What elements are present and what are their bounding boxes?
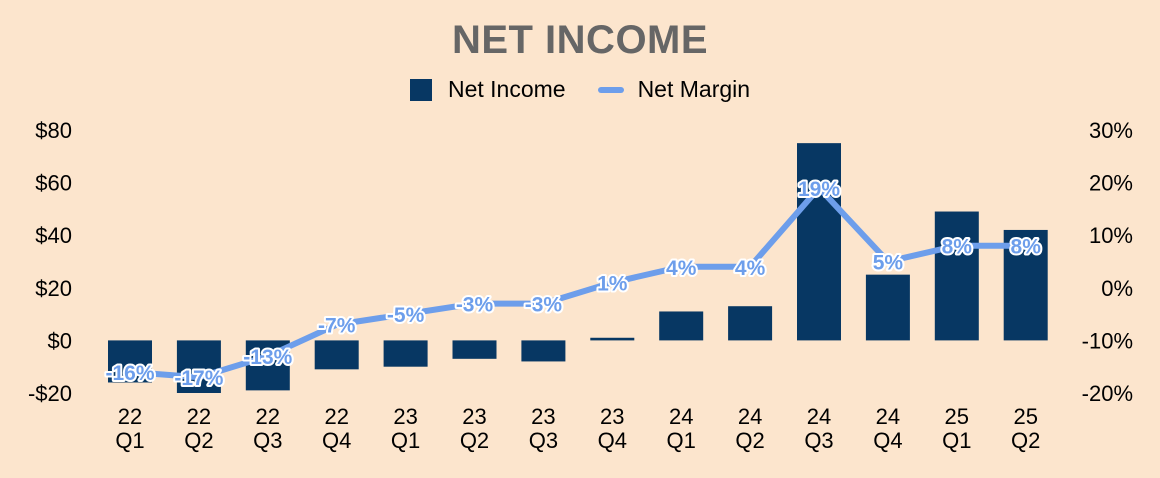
chart-legend: Net Income Net Margin [0, 76, 1160, 103]
x-category-label-year: 22 [256, 404, 280, 429]
data-label-net-margin: 4% [735, 257, 766, 280]
bar-net-income [314, 340, 359, 370]
data-label-net-margin: -3% [456, 294, 494, 317]
x-category-label-quarter: Q2 [1011, 428, 1040, 453]
point-net-margin [884, 258, 891, 265]
point-net-margin [816, 184, 822, 191]
point-net-margin [747, 263, 754, 270]
data-label-net-margin: 4% [666, 257, 697, 280]
point-net-margin [195, 374, 202, 381]
x-category-label-year: 23 [531, 404, 555, 429]
bar-net-income [521, 340, 566, 362]
y-left-tick-label: $60 [35, 171, 72, 196]
bar-net-income [176, 340, 221, 393]
y-left-tick-label: $20 [35, 276, 72, 301]
bar-net-income [934, 211, 979, 341]
x-category-label-quarter: Q1 [667, 428, 696, 453]
x-category-label-quarter: Q3 [253, 428, 282, 453]
bar-net-income [659, 311, 704, 341]
x-category-label-quarter: Q3 [804, 428, 833, 453]
y-left-tick-label: $0 [48, 328, 72, 353]
point-net-margin [402, 311, 409, 318]
data-label-net-margin: 5% [873, 252, 904, 275]
data-label-net-margin: 8% [1011, 236, 1042, 259]
point-net-margin [678, 263, 685, 270]
y-right-tick-label: 10% [1089, 223, 1133, 248]
y-right-tick-label: -10% [1082, 328, 1133, 353]
point-net-margin [127, 368, 133, 375]
x-category-label-year: 22 [324, 404, 348, 429]
bar-net-income [728, 306, 773, 341]
bar-net-income [452, 340, 497, 359]
point-net-margin [1022, 242, 1029, 249]
data-label-net-margin: -17% [174, 367, 223, 390]
point-net-margin [264, 353, 271, 360]
data-label-net-margin: -3% [525, 294, 563, 317]
point-net-margin [471, 300, 478, 307]
data-label-net-margin: 19% [798, 178, 840, 201]
bar-net-income [797, 143, 841, 341]
point-net-margin [609, 279, 616, 286]
x-category-label-quarter: Q1 [391, 428, 420, 453]
x-category-label-year: 24 [807, 404, 831, 429]
point-net-margin [953, 242, 960, 249]
line-net-margin [127, 184, 1029, 381]
x-category-label-quarter: Q1 [942, 428, 971, 453]
data-label-net-margin: 1% [597, 273, 628, 296]
legend-item-net-margin: Net Margin [597, 76, 751, 103]
x-category-label-quarter: Q2 [735, 428, 764, 453]
x-category-label-quarter: Q1 [115, 428, 144, 453]
y-left-tick-label: -$20 [28, 381, 72, 406]
x-category-label-year: 25 [945, 404, 969, 429]
legend-swatch-net-margin [597, 86, 624, 93]
y-right-tick-label: 30% [1089, 118, 1133, 143]
data-label-net-margin: -16% [105, 362, 154, 385]
y-left-tick-label: $80 [35, 118, 72, 143]
chart-title: NET INCOME [451, 18, 709, 62]
x-category-label-year: 24 [876, 404, 900, 429]
x-category-label-year: 23 [600, 404, 624, 429]
x-category-label-quarter: Q2 [460, 428, 489, 453]
point-net-margin [540, 300, 547, 307]
x-category-label-quarter: Q4 [598, 428, 627, 453]
x-category-label-year: 22 [118, 404, 142, 429]
x-category-label-year: 25 [1013, 404, 1037, 429]
x-category-label-year: 24 [738, 404, 762, 429]
x-category-label-quarter: Q3 [529, 428, 558, 453]
y-left-tick-label: $40 [35, 223, 72, 248]
x-category-label-year: 22 [187, 404, 211, 429]
x-category-label-quarter: Q4 [322, 428, 351, 453]
x-category-label-year: 24 [669, 404, 693, 429]
y-right-tick-label: 0% [1101, 276, 1133, 301]
y-right-tick-label: -20% [1082, 381, 1133, 406]
data-label-net-margin: 8% [942, 236, 973, 259]
legend-item-net-income: Net Income [409, 76, 566, 103]
x-category-label-year: 23 [393, 404, 417, 429]
legend-label-net-income: Net Income [447, 76, 566, 102]
x-category-label-quarter: Q4 [873, 428, 902, 453]
data-label-net-margin: -13% [243, 346, 292, 369]
bar-net-income [590, 337, 635, 341]
bar-net-income [383, 340, 428, 367]
x-category-label-quarter: Q2 [184, 428, 213, 453]
bar-net-income [865, 274, 910, 341]
data-label-net-margin: -7% [318, 315, 356, 338]
data-label-net-margin: -5% [387, 304, 425, 327]
legend-swatch-net-income [409, 78, 432, 101]
point-net-margin [333, 321, 340, 328]
x-category-label-year: 23 [462, 404, 486, 429]
y-right-tick-label: 20% [1089, 171, 1133, 196]
legend-label-net-margin: Net Margin [637, 76, 751, 102]
